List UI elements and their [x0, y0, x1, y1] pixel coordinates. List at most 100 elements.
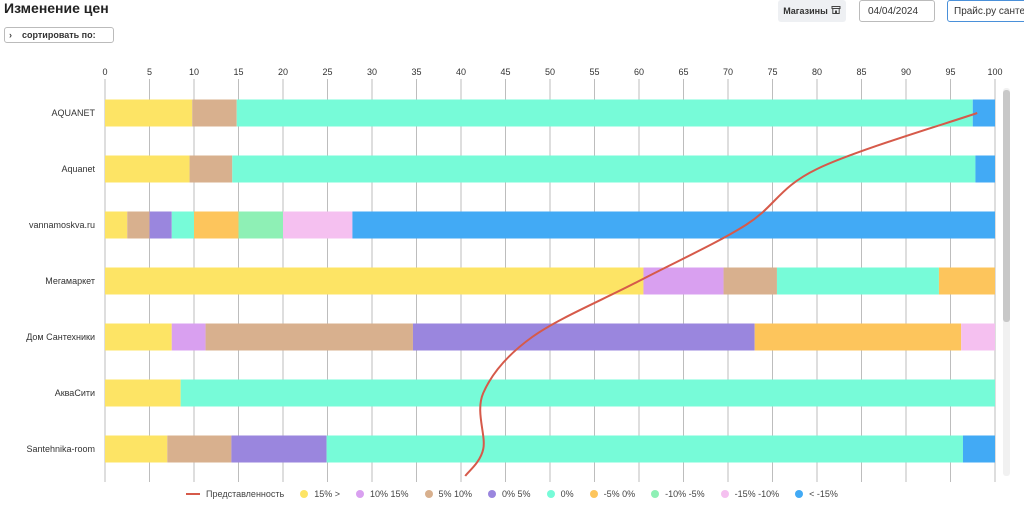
- legend-swatch: [720, 490, 729, 498]
- page-title: Изменение цен: [4, 0, 109, 16]
- bar-segment: [326, 435, 963, 463]
- bar-segment: [231, 435, 327, 463]
- legend-item[interactable]: Представленность: [186, 489, 284, 499]
- stacked-bar-chart: 0 5 10 15 20 25 30 35 40 45 50 55 60 65 70 75 80 85 90 95 10…: [26, 67, 1003, 482]
- x-tick-label: 40: [456, 67, 466, 77]
- x-tick-label: 45: [500, 67, 510, 77]
- legend-label: -5% 0%: [603, 489, 636, 499]
- legend-item[interactable]: -10% -5%: [651, 489, 705, 499]
- x-tick-label: 95: [945, 67, 955, 77]
- x-tick-label: 60: [634, 67, 644, 77]
- bar-segment: [149, 211, 172, 239]
- bar-segment: [189, 155, 233, 183]
- x-tick-label: 100: [987, 67, 1002, 77]
- chevron-right-icon: ›: [9, 30, 12, 40]
- bar-segment: [127, 211, 150, 239]
- bar-segment: [412, 323, 755, 351]
- bar-segment: [105, 99, 193, 127]
- y-category-label: Santehnika-room: [26, 444, 95, 454]
- legend-item[interactable]: -15% -10%: [720, 489, 780, 499]
- legend-label: 15% >: [314, 489, 340, 499]
- y-category-label: Aquanet: [61, 164, 95, 174]
- bar-segment: [105, 379, 181, 407]
- bar-segment: [232, 155, 976, 183]
- legend-swatch: [546, 490, 555, 498]
- legend-item[interactable]: 10% 15%: [355, 489, 409, 499]
- x-tick-label: 35: [411, 67, 421, 77]
- x-tick-label: 20: [278, 67, 288, 77]
- x-tick-label: 25: [322, 67, 332, 77]
- x-tick-label: 30: [367, 67, 377, 77]
- y-category-label: Мегамаркет: [45, 276, 95, 286]
- x-tick-label: 55: [589, 67, 599, 77]
- bar-segment: [236, 99, 973, 127]
- bar-segment: [180, 379, 995, 407]
- x-tick-label: 80: [812, 67, 822, 77]
- legend-item[interactable]: 0% 5%: [488, 489, 531, 499]
- legend-item[interactable]: -5% 0%: [589, 489, 636, 499]
- bar-segment: [776, 267, 939, 295]
- bar-segment: [723, 267, 777, 295]
- bar-segment: [962, 435, 995, 463]
- bar-segment: [171, 211, 194, 239]
- x-tick-label: 90: [901, 67, 911, 77]
- y-category-label: Дом Сантехники: [26, 332, 95, 342]
- x-tick-label: 75: [767, 67, 777, 77]
- chart-legend: Представленность 15% > 10% 15% 5% 10% 0% 5% 0…: [0, 487, 1024, 501]
- legend-swatch: [488, 490, 497, 498]
- legend-swatch: [589, 490, 598, 498]
- price-source-select[interactable]: Прайс.ру санте: [947, 0, 1024, 22]
- x-tick-label: 85: [856, 67, 866, 77]
- y-category-label: AQUANET: [51, 108, 95, 118]
- bar-segment: [352, 211, 995, 239]
- legend-label: < -15%: [809, 489, 838, 499]
- bar-segment: [238, 211, 283, 239]
- x-tick-label: 50: [545, 67, 555, 77]
- bar-segment: [975, 155, 995, 183]
- legend-line-marker: [186, 493, 201, 495]
- bar-segment: [192, 99, 237, 127]
- x-tick-label: 65: [678, 67, 688, 77]
- bar-segment: [171, 323, 206, 351]
- stores-button-label: Магазины: [783, 6, 828, 16]
- bar-segment: [167, 435, 232, 463]
- bar-segment: [972, 99, 995, 127]
- x-tick-label: 0: [102, 67, 107, 77]
- legend-item[interactable]: 0%: [546, 489, 574, 499]
- legend-label: Представленность: [206, 489, 285, 499]
- legend-swatch: [424, 490, 433, 498]
- sort-button[interactable]: › сортировать по:: [4, 27, 114, 43]
- x-tick-label: 5: [147, 67, 152, 77]
- legend-swatch: [300, 490, 309, 498]
- stores-button[interactable]: Магазины: [778, 0, 846, 22]
- x-tick-label: 10: [189, 67, 199, 77]
- sort-button-label: сортировать по:: [22, 30, 96, 40]
- bar-segment: [105, 323, 172, 351]
- bar-segment: [754, 323, 962, 351]
- legend-label: -15% -10%: [734, 489, 780, 499]
- legend-label: 5% 10%: [438, 489, 473, 499]
- scrollbar-thumb[interactable]: [1003, 90, 1010, 322]
- bar-segment: [105, 435, 168, 463]
- date-field[interactable]: 04/04/2024: [859, 0, 935, 22]
- bar-segment: [205, 323, 413, 351]
- x-tick-label: 15: [233, 67, 243, 77]
- legend-label: 0%: [560, 489, 574, 499]
- legend-label: -10% -5%: [665, 489, 705, 499]
- legend-label: 0% 5%: [502, 489, 531, 499]
- bar-segment: [283, 211, 353, 239]
- bar-segment: [105, 155, 190, 183]
- legend-swatch: [355, 490, 364, 498]
- legend-swatch: [651, 490, 660, 498]
- bar-segment: [105, 267, 644, 295]
- x-tick-label: 70: [723, 67, 733, 77]
- legend-item[interactable]: < -15%: [795, 489, 838, 499]
- bar-segment: [194, 211, 239, 239]
- bar-segment: [105, 211, 128, 239]
- legend-item[interactable]: 5% 10%: [424, 489, 473, 499]
- legend-label: 10% 15%: [369, 489, 409, 499]
- store-icon: [831, 5, 841, 17]
- legend-item[interactable]: 15% >: [300, 489, 340, 499]
- bar-segment: [961, 323, 995, 351]
- representation-line: [464, 112, 978, 477]
